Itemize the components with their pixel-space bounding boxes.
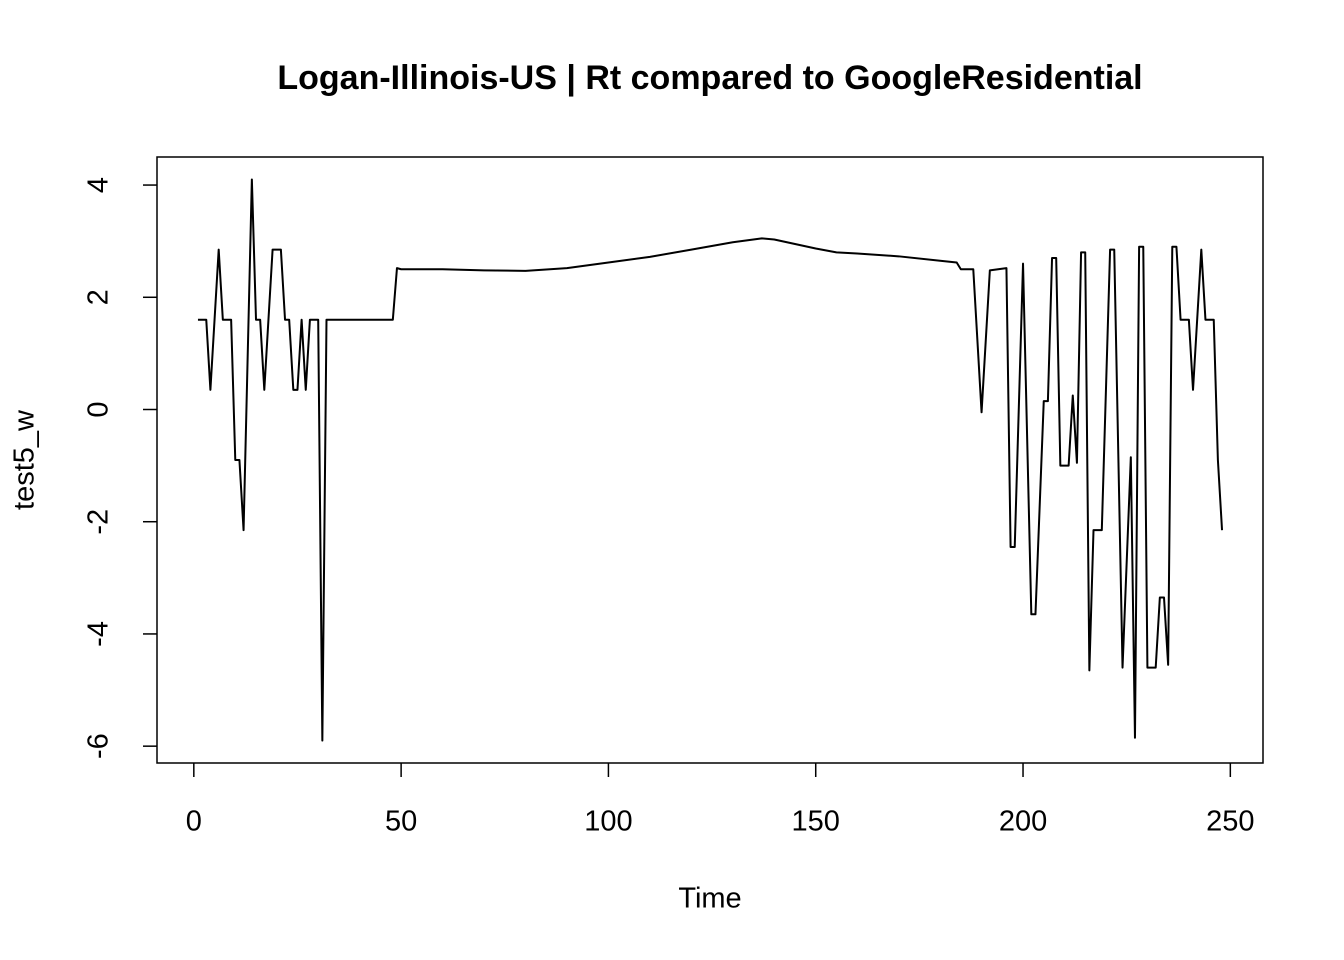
x-tick-label: 100	[584, 806, 632, 838]
y-tick-label: 2	[83, 289, 115, 305]
x-tick-label: 200	[999, 806, 1047, 838]
y-tick-label: -4	[83, 621, 115, 647]
x-tick-label: 150	[792, 806, 840, 838]
chart-title: Logan-Illinois-US | Rt compared to Googl…	[277, 59, 1142, 97]
x-tick-label: 0	[186, 806, 202, 838]
x-tick-label: 250	[1206, 806, 1254, 838]
y-tick-label: -2	[83, 509, 115, 535]
data-line	[197, 178, 1224, 742]
x-tick-label: 50	[385, 806, 417, 838]
y-tick-label: -6	[83, 733, 115, 759]
y-axis-label: test5_w	[9, 409, 41, 510]
plot-frame	[156, 156, 1264, 764]
x-axis-label: Time	[678, 883, 741, 915]
y-tick-label: 4	[83, 177, 115, 193]
y-tick-label: 0	[83, 401, 115, 417]
